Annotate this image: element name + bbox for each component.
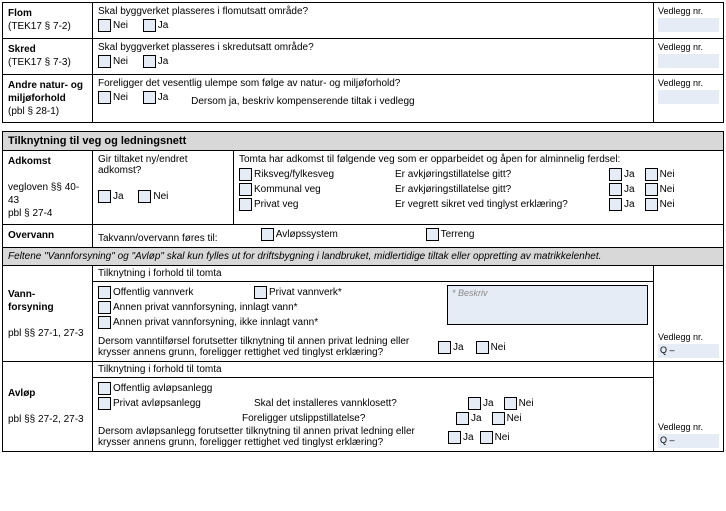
row-overvann: Overvann Takvann/overvann føres til: Avl… <box>3 225 723 248</box>
tilknytning-section: Tilknytning til veg og ledningsnett Adko… <box>2 131 724 452</box>
overvann-terreng[interactable]: Terreng <box>426 228 475 241</box>
avlop-q2: Foreligger utslippstillatelse? <box>242 413 452 424</box>
vann-beskriv[interactable]: * Beskriv <box>447 285 648 325</box>
vann-q2-nei[interactable]: Nei <box>476 341 506 354</box>
andre-ja[interactable]: Ja <box>143 91 169 104</box>
avlop-q1-nei[interactable]: Nei <box>504 397 534 410</box>
adkomst-topline: Tomta har adkomst til følgende veg som e… <box>239 154 718 165</box>
adkomst-r3b: Er vegrett sikret ved tinglyst erklæring… <box>395 199 605 210</box>
vann-sub: Tilknytning i forhold til tomta <box>93 266 653 282</box>
vedlegg-andre: Vedlegg nr. <box>653 75 723 122</box>
note-row: Feltene "Vannforsyning" og "Avløp" skal … <box>3 248 723 266</box>
adkomst-r1-nei[interactable]: Nei <box>645 168 675 181</box>
row-vann: Vann- forsyning pbl §§ 27-1, 27-3 Tilkny… <box>3 266 723 362</box>
avlop-q2-ja[interactable]: Ja <box>456 412 482 425</box>
row-skred: Skred (TEK17 § 7-3) Skal byggverket plas… <box>3 39 723 75</box>
label-vann: Vann- forsyning pbl §§ 27-1, 27-3 <box>3 266 93 361</box>
adkomst-r3-nei[interactable]: Nei <box>645 198 675 211</box>
body-vann: Tilknytning i forhold til tomta Offentli… <box>93 266 653 361</box>
question-flom: Skal byggverket plasseres i flomutsatt o… <box>98 6 648 17</box>
body-andre: Foreligger det vesentlig ulempe som følg… <box>93 75 653 122</box>
avlop-q3-nei[interactable]: Nei <box>480 431 510 444</box>
adkomst-riksveg[interactable]: Riksveg/fylkesveg <box>239 168 379 181</box>
label-skred: Skred (TEK17 § 7-3) <box>3 39 93 74</box>
label-andre: Andre natur- og miljøforhold (pbl § 28-1… <box>3 75 93 122</box>
row-avlop: Avløp pbl §§ 27-2, 27-3 Tilknytning i fo… <box>3 362 723 451</box>
avlop-sub: Tilknytning i forhold til tomta <box>93 362 653 378</box>
adkomst-r2-nei[interactable]: Nei <box>645 183 675 196</box>
avlop-q1: Skal det installeres vannklosett? <box>254 398 464 409</box>
avlop-offentlig[interactable]: Offentlig avløpsanlegg <box>98 382 212 395</box>
adkomst-r3-ja[interactable]: Ja <box>609 198 635 211</box>
vedlegg-skred: Vedlegg nr. <box>653 39 723 74</box>
label-adkomst: Adkomst vegloven §§ 40-43 pbl § 27-4 <box>3 151 93 224</box>
vann-offentlig[interactable]: Offentlig vannverk <box>98 286 238 299</box>
andre-extra: Dersom ja, beskriv kompenserende tiltak … <box>191 96 414 107</box>
question-andre: Foreligger det vesentlig ulempe som følg… <box>98 78 648 89</box>
avlop-q3: Dersom avløpsanlegg forutsetter tilknytn… <box>98 426 448 448</box>
vedlegg-skred-field[interactable] <box>658 54 719 68</box>
vedlegg-avlop: Vedlegg nr. Q – <box>653 362 723 451</box>
avlop-privat[interactable]: Privat avløpsanlegg <box>98 397 238 410</box>
avlop-q1-ja[interactable]: Ja <box>468 397 494 410</box>
adkomst-nei[interactable]: Nei <box>138 190 168 203</box>
vann-q2: Dersom vanntilførsel forutsetter tilknyt… <box>98 336 438 358</box>
row-flom: Flom (TEK17 § 7-2) Skal byggverket plass… <box>3 3 723 39</box>
adkomst-q1: Gir tiltaket ny/endret adkomst? <box>98 154 228 176</box>
vedlegg-flom: Vedlegg nr. <box>653 3 723 38</box>
label-flom: Flom (TEK17 § 7-2) <box>3 3 93 38</box>
body-skred: Skal byggverket plasseres i skredutsatt … <box>93 39 653 74</box>
vann-q2-ja[interactable]: Ja <box>438 341 464 354</box>
vedlegg-vann-field[interactable]: Q – <box>658 344 719 358</box>
section2-header: Tilknytning til veg og ledningsnett <box>3 132 723 151</box>
adkomst-kommunal[interactable]: Kommunal veg <box>239 183 379 196</box>
body-flom: Skal byggverket plasseres i flomutsatt o… <box>93 3 653 38</box>
hazard-section: Flom (TEK17 § 7-2) Skal byggverket plass… <box>2 2 724 123</box>
row-andre: Andre natur- og miljøforhold (pbl § 28-1… <box>3 75 723 122</box>
vann-annen-ikke[interactable]: Annen privat vannforsyning, ikke innlagt… <box>98 316 318 329</box>
row-adkomst: Adkomst vegloven §§ 40-43 pbl § 27-4 Gir… <box>3 151 723 225</box>
adkomst-r1b: Er avkjøringstillatelse gitt? <box>395 169 605 180</box>
adkomst-r2-ja[interactable]: Ja <box>609 183 635 196</box>
flom-ja[interactable]: Ja <box>143 19 169 32</box>
adkomst-ja[interactable]: Ja <box>98 190 124 203</box>
body-avlop: Tilknytning i forhold til tomta Offentli… <box>93 362 653 451</box>
andre-nei[interactable]: Nei <box>98 91 128 104</box>
vedlegg-flom-field[interactable] <box>658 18 719 32</box>
overvann-q: Takvann/overvann føres til: <box>98 233 258 244</box>
question-skred: Skal byggverket plasseres i skredutsatt … <box>98 42 648 53</box>
avlop-q2-nei[interactable]: Nei <box>492 412 522 425</box>
vedlegg-avlop-field[interactable]: Q – <box>658 434 719 448</box>
adkomst-r1-ja[interactable]: Ja <box>609 168 635 181</box>
vann-privat[interactable]: Privat vannverk* <box>254 286 342 299</box>
vedlegg-andre-field[interactable] <box>658 90 719 104</box>
body-overvann: Takvann/overvann føres til: Avløpssystem… <box>93 225 723 247</box>
vann-annen-innlagt[interactable]: Annen privat vannforsyning, innlagt vann… <box>98 301 298 314</box>
body-adkomst: Gir tiltaket ny/endret adkomst? Ja Nei T… <box>93 151 723 224</box>
adkomst-r2b: Er avkjøringstillatelse gitt? <box>395 184 605 195</box>
skred-ja[interactable]: Ja <box>143 55 169 68</box>
overvann-avlop[interactable]: Avløpssystem <box>261 228 411 241</box>
label-avlop: Avløp pbl §§ 27-2, 27-3 <box>3 362 93 451</box>
adkomst-privat[interactable]: Privat veg <box>239 198 379 211</box>
flom-nei[interactable]: Nei <box>98 19 128 32</box>
vedlegg-vann: Vedlegg nr. Q – <box>653 266 723 361</box>
skred-nei[interactable]: Nei <box>98 55 128 68</box>
label-overvann: Overvann <box>3 225 93 247</box>
avlop-q3-ja[interactable]: Ja <box>448 431 474 444</box>
